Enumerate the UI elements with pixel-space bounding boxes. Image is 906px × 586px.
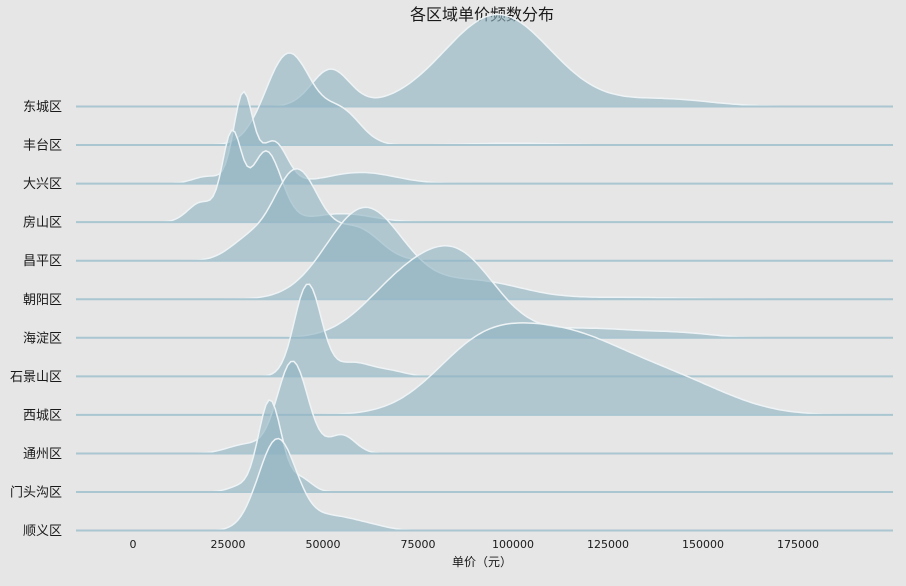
x-tick-label: 150000 <box>682 538 724 551</box>
x-tick-label: 175000 <box>777 538 819 551</box>
y-label-9: 西城区 <box>23 408 62 423</box>
y-label-10: 通州区 <box>23 447 62 462</box>
ridge-9 <box>76 322 893 416</box>
chart-title: 各区域单价频数分布 <box>410 5 554 24</box>
y-label-12: 顺义区 <box>23 524 62 539</box>
x-tick-label: 0 <box>130 538 137 551</box>
y-label-11: 门头沟区 <box>10 486 62 501</box>
y-label-6: 朝阳区 <box>23 293 62 308</box>
ridge-area <box>76 53 893 146</box>
ridge-area <box>76 438 893 531</box>
ridge-area <box>76 322 893 415</box>
y-label-1: 东城区 <box>23 100 62 115</box>
x-tick-label: 25000 <box>211 538 246 551</box>
y-label-8: 石景山区 <box>10 370 62 385</box>
y-label-3: 大兴区 <box>23 177 62 192</box>
x-axis-label: 单价（元） <box>452 555 512 569</box>
y-label-7: 海淀区 <box>23 331 62 346</box>
x-axis-ticks: 0 25000 50000 75000 100000 125000 150000 175000 <box>130 538 820 551</box>
x-tick-label: 100000 <box>492 538 534 551</box>
ridge-area <box>76 168 893 261</box>
y-label-2: 丰台区 <box>23 139 62 154</box>
x-tick-label: 75000 <box>401 538 436 551</box>
ridge-1 <box>76 13 893 108</box>
ridge-5 <box>76 167 893 262</box>
ridge-area <box>76 245 893 338</box>
ridge-3 <box>76 90 893 185</box>
y-label-5: 昌平区 <box>23 254 62 269</box>
ridge-12 <box>76 437 893 532</box>
x-tick-label: 50000 <box>306 538 341 551</box>
ridge-outline <box>76 437 886 532</box>
ridge-area <box>76 91 893 184</box>
x-tick-label: 125000 <box>587 538 629 551</box>
ridge-area <box>76 14 893 107</box>
ridges-group <box>76 13 893 532</box>
ridge-2 <box>76 52 893 147</box>
y-label-4: 房山区 <box>23 215 62 231</box>
